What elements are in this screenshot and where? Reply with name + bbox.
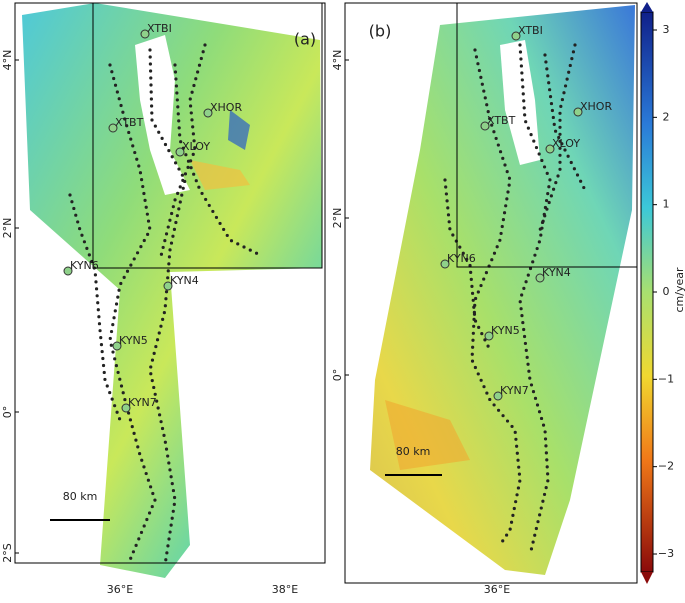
inset-box [456,2,638,268]
colorbar-tick-label: −2 [658,460,674,473]
station [112,341,122,351]
colorbar-tick-label: 3 [663,23,670,36]
lon-tick-label: 36°E [107,583,133,596]
inset-box [92,2,323,269]
station [121,403,131,413]
lake [135,35,190,195]
station-label: KYN7 [500,384,529,397]
station [440,259,450,269]
station-label: XHOR [580,100,612,113]
lat-tick-label: 0° [331,369,344,382]
station-label: XHOR [210,101,242,114]
panel-b: 80 km (b) [344,2,638,584]
patch [385,400,470,470]
station [108,123,118,133]
lat-tick-label: 0° [1,406,14,419]
colorbar-label: cm/year [673,267,685,312]
colorbar-tick-label: −1 [658,372,674,385]
panel-label: (a) [294,30,316,49]
lat-tick-label: 4°N [331,50,344,71]
station-label: KYN4 [170,274,199,287]
station [480,121,490,131]
station [484,331,494,341]
station-label: XTBI [147,22,172,35]
profile [173,63,262,257]
profile [538,43,577,232]
colorbar-tick-label: −3 [658,547,674,560]
velocity-map [370,5,635,575]
profile [68,193,122,422]
station [203,108,213,118]
station [535,273,545,283]
lon-tick-label: 36°E [484,583,510,596]
panel-label: (b) [369,22,392,41]
station [163,281,173,291]
profile [518,43,552,557]
station-label: KYN6 [447,252,476,265]
scale-label: 80 km [63,490,98,503]
lat-tick-label: 2°N [331,208,344,229]
profile [543,53,587,192]
colorbar-tick-label: 0 [663,285,670,298]
lon-tick-label: 38°E [272,583,298,596]
station-label: XLOY [552,137,580,150]
station [175,147,185,157]
profile [470,48,522,547]
panel-a: 80 km (a) [14,2,326,578]
colorbar-end [641,572,653,584]
station [140,29,150,39]
lat-tick-label: 4°N [1,50,14,71]
colorbar: cm/year [640,2,685,584]
profile [158,43,207,262]
colorbar-bar [640,11,654,573]
colorbar-end [641,2,653,12]
station [573,107,583,117]
station-label: KYN5 [491,324,520,337]
station [63,266,73,276]
station-label: XTBT [487,114,516,127]
profile [108,63,157,562]
station-label: XLOY [182,140,210,153]
colorbar-tick-label: 2 [663,110,670,123]
patch [228,110,250,150]
station-label: KYN5 [119,334,148,347]
station [511,31,521,41]
profile [443,178,492,352]
station-label: XTBI [518,24,543,37]
scale-label: 80 km [396,445,431,458]
lat-tick-label: 2°N [1,218,14,239]
station-label: KYN4 [542,266,571,279]
station-label: KYN7 [128,396,157,409]
patch [190,160,250,190]
velocity-map [22,3,322,578]
station-label: XTBT [115,116,144,129]
colorbar-tick-label: 1 [663,198,670,211]
station-label: KYN6 [70,259,99,272]
station [545,144,555,154]
lat-tick-label: 2°S [1,543,14,562]
station [493,391,503,401]
